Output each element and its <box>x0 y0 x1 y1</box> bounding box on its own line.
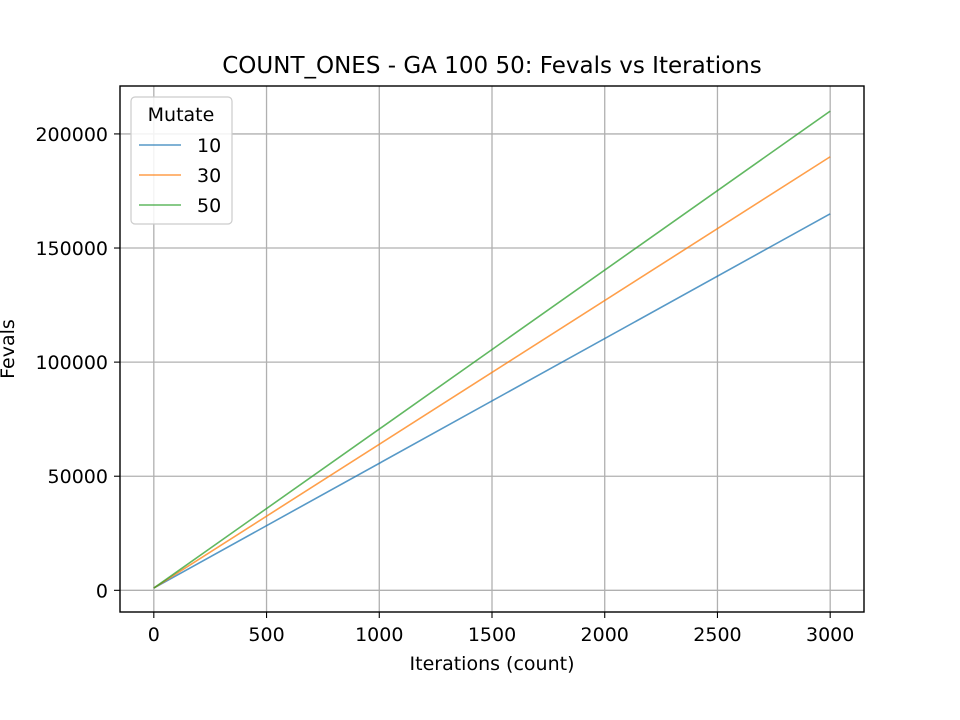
x-tick-label: 2000 <box>581 624 629 646</box>
legend-box <box>130 96 233 225</box>
y-tick-label: 100000 <box>35 352 108 374</box>
y-tick-label: 0 <box>96 580 108 602</box>
series-line-10 <box>153 213 831 589</box>
x-axis-label: Iterations (count) <box>410 653 575 675</box>
legend-label-30: 30 <box>197 165 221 187</box>
x-tick-label: 500 <box>248 624 284 646</box>
y-tick-label: 50000 <box>48 466 108 488</box>
y-tick-label: 150000 <box>35 238 108 260</box>
legend-label-50: 50 <box>197 195 221 217</box>
legend: Mutate 10 30 50 <box>130 96 233 225</box>
x-tick-label: 1000 <box>355 624 403 646</box>
y-tick-label: 200000 <box>35 124 108 146</box>
x-tick-label: 2500 <box>693 624 741 646</box>
series-line-50 <box>153 110 831 589</box>
series-lines <box>153 110 831 589</box>
chart-title: COUNT_ONES - GA 100 50: Fevals vs Iterat… <box>222 53 761 79</box>
legend-items: 10 30 50 <box>139 135 221 217</box>
x-tick-label: 1500 <box>468 624 516 646</box>
x-tick-label: 3000 <box>806 624 854 646</box>
x-tick-label: 0 <box>148 624 160 646</box>
axis-ticks: 0 500 1000 1500 2000 2500 3000 0 50000 100000 1500… <box>35 124 854 646</box>
y-axis-label: Fevals <box>0 319 19 379</box>
legend-title: Mutate <box>148 104 215 126</box>
legend-label-10: 10 <box>197 135 221 157</box>
grid <box>120 86 864 612</box>
series-line-30 <box>153 156 831 589</box>
